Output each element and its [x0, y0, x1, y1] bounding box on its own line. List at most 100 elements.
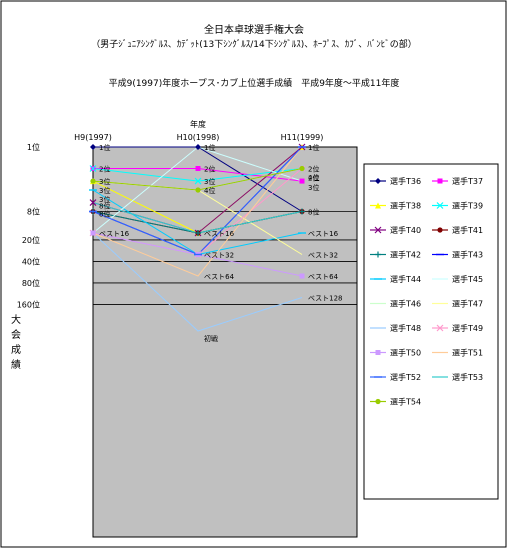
data-point-x — [194, 177, 202, 185]
x-tick-label: H10(1998) — [177, 133, 220, 142]
point-label: 8位 — [99, 202, 110, 211]
series-layer — [89, 143, 306, 332]
legend-label: 選手T45 — [452, 274, 483, 284]
legend-item: 選手T36 — [370, 176, 421, 186]
legend-box — [363, 163, 499, 500]
data-point-circle — [437, 227, 443, 233]
x-axis-title: 年度 — [190, 119, 206, 129]
series-line — [92, 146, 303, 277]
legend-item: 選手T51 — [432, 348, 483, 358]
point-label: ベスト16 — [308, 230, 339, 238]
legend-label: 選手T50 — [390, 348, 421, 358]
point-label: 2位 — [308, 174, 319, 183]
legend-label: 選手T38 — [390, 201, 421, 211]
legend-item: 選手T52 — [370, 372, 421, 382]
point-label: 3位 — [308, 183, 319, 192]
y-tick-label: 20位 — [22, 235, 40, 245]
x-tick-label: H11(1999) — [281, 133, 324, 142]
data-point-x — [436, 324, 444, 332]
legend: 選手T36 選手T37 選手T38 選手T39 選手T40 選手T41 選手T42 選手T43… — [370, 176, 483, 407]
data-point-x — [89, 165, 97, 172]
legend-label: 選手T39 — [452, 201, 483, 211]
data-point-x — [89, 199, 97, 207]
legend-item: 選手T45 — [432, 274, 483, 284]
gridlines — [93, 211, 357, 305]
data-point-diamond — [195, 144, 201, 150]
y-tick-label: 80位 — [22, 278, 40, 288]
data-point-square — [299, 178, 305, 184]
legend-item: 選手T40 — [370, 225, 421, 235]
y-axis-title-char: 成 — [11, 344, 21, 356]
legend-item: 選手T49 — [432, 323, 483, 333]
legend-item: 選手T37 — [432, 176, 483, 186]
data-point-square — [195, 166, 201, 171]
point-label: ベスト16 — [99, 230, 130, 238]
point-label: 8位 — [308, 208, 319, 217]
data-point-square — [299, 273, 305, 279]
chart-title: 全日本卓球選手権大会 — [204, 23, 304, 36]
point-label: 3位 — [99, 177, 110, 186]
data-point-diamond — [90, 144, 96, 150]
legend-item: 選手T53 — [432, 372, 483, 382]
legend-label: 選手T54 — [390, 397, 421, 407]
data-point-plus — [195, 230, 201, 236]
legend-label: 選手T48 — [390, 323, 421, 333]
point-label: 1位 — [99, 143, 110, 152]
point-label: 3位 — [204, 177, 215, 186]
legend-label: 選手T42 — [390, 250, 421, 260]
point-label: ベスト32 — [308, 252, 338, 260]
legend-label: 選手T51 — [452, 348, 483, 358]
data-point-square — [437, 178, 443, 184]
legend-label: 選手T53 — [452, 372, 483, 382]
point-label: 1位 — [308, 143, 319, 152]
data-point-square — [90, 230, 96, 236]
chart-subtitle-2: 平成9(1997)年度ホープス･カブ上位選手成績 平成9年度～平成11年度 — [109, 77, 400, 89]
point-label: 2位 — [308, 165, 319, 174]
data-point-circle — [195, 187, 201, 193]
legend-item: 選手T43 — [432, 250, 483, 260]
data-point-triangle — [375, 202, 381, 209]
point-label: 8位 — [99, 210, 110, 219]
data-point-x — [436, 202, 444, 209]
legend-label: 選手T47 — [452, 299, 483, 309]
legend-item: 選手T50 — [370, 348, 421, 358]
y-tick-label: 1位 — [27, 142, 40, 152]
x-tick-labels: H9(1997) H10(1998) H11(1999) — [74, 133, 323, 142]
legend-label: 選手T52 — [390, 372, 421, 382]
data-point-circle — [299, 165, 305, 172]
legend-item: 選手T42 — [370, 250, 421, 260]
legend-item: 選手T48 — [370, 323, 421, 333]
y-axis-title-char: 績 — [11, 358, 21, 371]
legend-label: 選手T49 — [452, 323, 483, 333]
point-label: 初戦 — [204, 334, 218, 343]
legend-item: 選手T39 — [432, 201, 483, 211]
data-point-square — [375, 350, 381, 355]
legend-label: 選手T44 — [390, 274, 421, 284]
legend-item: 選手T44 — [370, 274, 421, 284]
y-tick-labels: 1位 8位 20位 40位 80位 160位 — [17, 142, 40, 309]
point-labels: 1位2位3位3位3位8位8位ベスト161位2位3位4位ベスト16ベスト32ベスト… — [99, 143, 343, 343]
data-point-diamond — [375, 178, 381, 184]
legend-item: 選手T38 — [370, 201, 421, 211]
data-point-plus — [299, 208, 305, 215]
y-tick-label: 40位 — [22, 256, 40, 266]
y-tick-label: 160位 — [17, 299, 40, 309]
legend-item: 選手T41 — [432, 225, 483, 235]
legend-label: 選手T40 — [390, 225, 421, 235]
legend-label: 選手T41 — [452, 225, 483, 235]
y-axis-title-char: 大 — [11, 313, 21, 326]
legend-label: 選手T46 — [390, 299, 421, 309]
point-label: ベスト128 — [308, 295, 343, 303]
legend-label: 選手T36 — [390, 176, 421, 186]
y-tick-label: 8位 — [27, 207, 40, 217]
point-label: 4位 — [308, 173, 319, 182]
point-label: 4位 — [204, 186, 215, 195]
point-label: ベスト16 — [204, 230, 235, 238]
legend-label: 選手T37 — [452, 176, 483, 186]
data-point-x — [374, 226, 382, 234]
legend-item: 選手T46 — [370, 299, 421, 309]
point-label: 1位 — [204, 143, 215, 152]
